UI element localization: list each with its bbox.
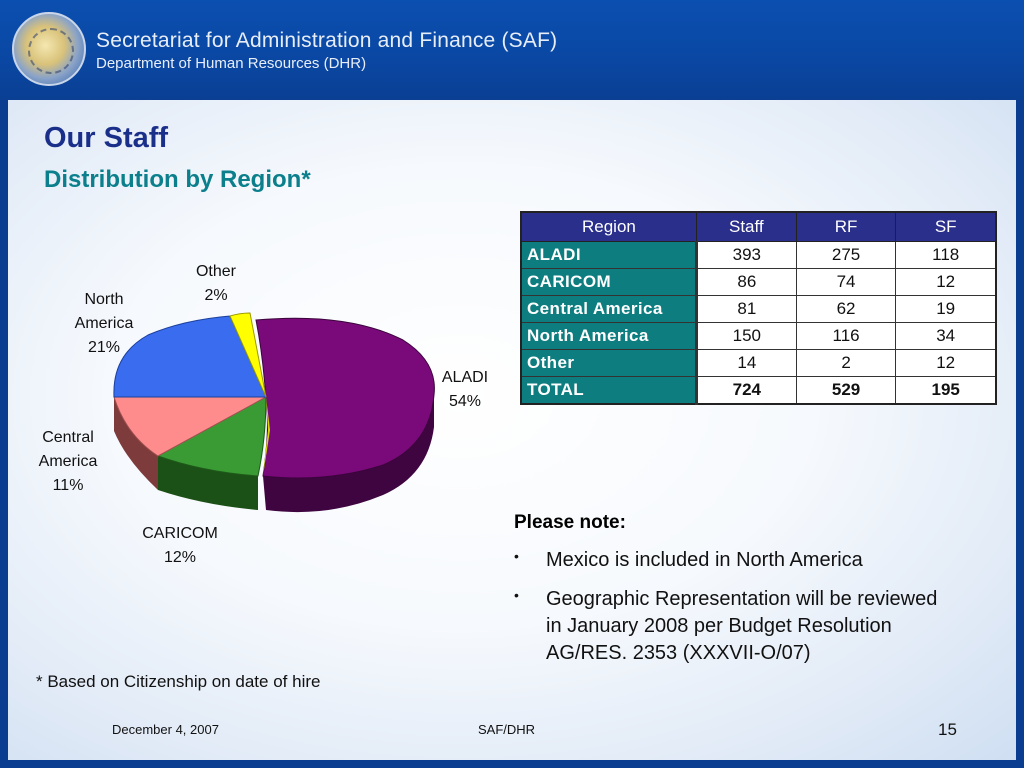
table-row: North America 150 116 34 — [520, 322, 997, 350]
table-header-staff: Staff — [695, 211, 797, 242]
table-cell-region: ALADI — [520, 241, 698, 269]
note-item: • Geographic Representation will be revi… — [514, 586, 954, 667]
pie-label-aladi-pct: 54% — [448, 393, 482, 410]
slide-subtitle: Distribution by Region* — [44, 166, 311, 193]
pie-side-other — [263, 397, 270, 476]
table-cell-staff: 14 — [695, 349, 797, 377]
oas-seal-logo — [12, 12, 86, 86]
table-cell-staff: 81 — [695, 295, 797, 323]
table-cell-rf: 62 — [795, 295, 897, 323]
pie-label-north-america-name1: North — [84, 291, 124, 308]
pie-label-north-america-name2: America — [74, 315, 134, 332]
table-cell-sf: 118 — [895, 241, 997, 269]
table-cell-region: CARICOM — [520, 268, 698, 296]
footer-org: SAF/DHR — [478, 722, 536, 737]
table-row: Other 14 2 12 — [520, 349, 997, 377]
bullet-icon: • — [514, 548, 519, 564]
pie-label-north-america-pct: 21% — [87, 339, 121, 356]
table-cell-sf: 12 — [895, 349, 997, 377]
footnote: * Based on Citizenship on date of hire — [36, 672, 321, 691]
table-row: Central America 81 62 19 — [520, 295, 997, 323]
table-cell-staff: 150 — [695, 322, 797, 350]
slide-header: Secretariat for Administration and Finan… — [0, 0, 1024, 100]
table-cell-rf: 2 — [795, 349, 897, 377]
pie-label-aladi-name: ALADI — [441, 369, 489, 386]
table-cell-sf: 12 — [895, 268, 997, 296]
table-cell-region: TOTAL — [520, 376, 698, 405]
table-cell-region: North America — [520, 322, 698, 350]
region-staff-table: Region Staff RF SF ALADI 393 275 118 CAR… — [520, 211, 997, 405]
table-cell-rf: 275 — [795, 241, 897, 269]
slide-content: Our Staff Distribution by Region* Other … — [8, 100, 1016, 760]
pie-label-other: Other 2% — [186, 260, 246, 308]
table-cell-staff: 393 — [695, 241, 797, 269]
pie-label-other-name: Other — [195, 263, 236, 280]
pie-label-central-america-name2: America — [38, 453, 98, 470]
table-header-region: Region — [520, 211, 697, 242]
table-cell-rf: 529 — [795, 376, 897, 405]
table-header-rf: RF — [795, 211, 897, 242]
table-row: CARICOM 86 74 12 — [520, 268, 997, 296]
pie-side-aladi — [263, 395, 434, 513]
pie-label-caricom: CARICOM 12% — [132, 522, 228, 570]
bullet-icon: • — [514, 587, 519, 603]
pie-label-aladi: ALADI 54% — [434, 366, 496, 414]
table-cell-rf: 74 — [795, 268, 897, 296]
pie-side-central-america — [114, 397, 158, 490]
table-cell-sf: 34 — [895, 322, 997, 350]
pie-label-caricom-pct: 12% — [163, 549, 197, 566]
slide-title: Our Staff — [44, 122, 169, 154]
header-title: Secretariat for Administration and Finan… — [96, 29, 558, 52]
region-pie-chart — [113, 312, 435, 513]
table-header-sf: SF — [895, 211, 997, 242]
table-cell-staff: 724 — [695, 376, 797, 405]
table-cell-region: Central America — [520, 295, 698, 323]
pie-slice-central-america — [113, 396, 267, 457]
note-item-text: Geographic Representation will be review… — [546, 588, 938, 664]
pie-label-central-america: Central America 11% — [30, 426, 106, 498]
table-cell-region: Other — [520, 349, 698, 377]
header-subtitle: Department of Human Resources (DHR) — [96, 55, 367, 72]
note-item-text: Mexico is included in North America — [546, 549, 863, 571]
pie-slice-north-america — [113, 315, 267, 398]
table-row: ALADI 393 275 118 — [520, 241, 997, 269]
pie-label-central-america-pct: 11% — [52, 477, 84, 494]
note-title: Please note: — [514, 512, 626, 533]
pie-slice-other — [229, 312, 267, 398]
table-cell-staff: 86 — [695, 268, 797, 296]
table-row-total: TOTAL 724 529 195 — [520, 376, 997, 405]
table-cell-rf: 116 — [795, 322, 897, 350]
note-item: • Mexico is included in North America — [514, 547, 954, 574]
pie-label-central-america-name1: Central — [42, 429, 94, 446]
table-cell-sf: 195 — [895, 376, 997, 405]
pie-label-caricom-name: CARICOM — [142, 525, 218, 542]
pie-side-caricom — [158, 456, 258, 510]
pie-label-other-pct: 2% — [204, 287, 228, 304]
page-number: 15 — [938, 720, 957, 739]
table-cell-sf: 19 — [895, 295, 997, 323]
table-header-row: Region Staff RF SF — [520, 211, 997, 242]
pie-label-north-america: North America 21% — [66, 288, 142, 360]
footer-date: December 4, 2007 — [112, 722, 219, 737]
